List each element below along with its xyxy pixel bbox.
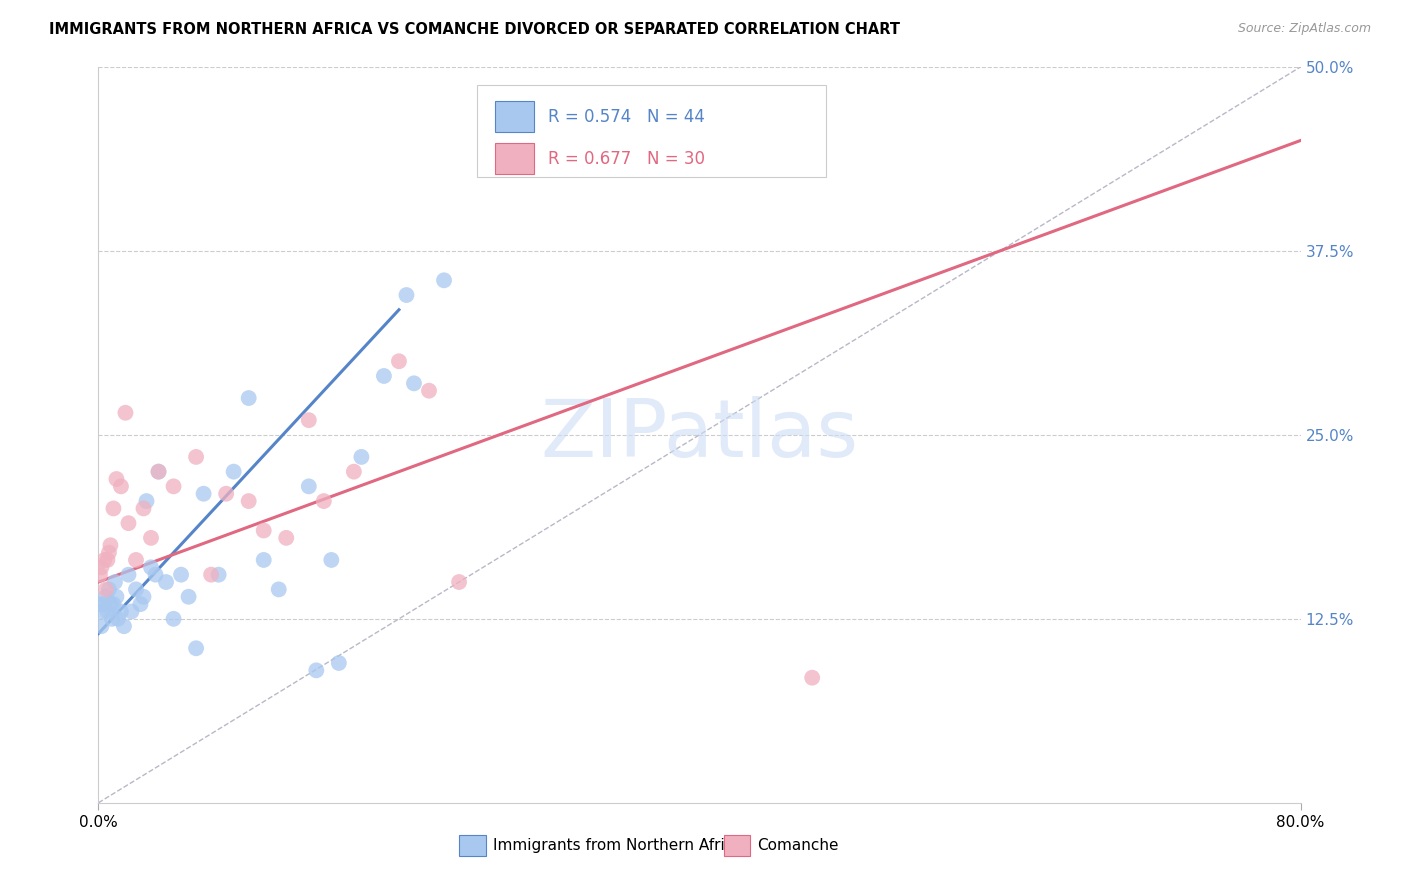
Point bbox=[148, 465, 170, 479]
Point bbox=[105, 472, 128, 486]
Point bbox=[96, 553, 118, 567]
Text: ZIPatlas: ZIPatlas bbox=[540, 396, 859, 474]
Point bbox=[90, 560, 112, 574]
Point bbox=[97, 545, 120, 560]
Point bbox=[373, 369, 395, 384]
Point bbox=[343, 465, 366, 479]
Point bbox=[305, 664, 328, 678]
Point bbox=[193, 487, 215, 501]
Text: R = 0.574   N = 44: R = 0.574 N = 44 bbox=[548, 108, 704, 126]
Point bbox=[350, 450, 373, 464]
Point bbox=[276, 531, 298, 545]
Point bbox=[121, 605, 143, 619]
Text: Immigrants from Northern Africa: Immigrants from Northern Africa bbox=[492, 838, 742, 853]
Point bbox=[89, 567, 111, 582]
Point bbox=[162, 612, 184, 626]
Point bbox=[170, 567, 193, 582]
Point bbox=[200, 567, 222, 582]
Point bbox=[312, 494, 335, 508]
Point bbox=[132, 590, 155, 604]
Point bbox=[110, 605, 132, 619]
Point bbox=[388, 354, 411, 368]
Point bbox=[328, 656, 350, 670]
Point bbox=[93, 597, 115, 611]
Point bbox=[94, 582, 117, 597]
Point bbox=[155, 574, 177, 589]
Point bbox=[267, 582, 290, 597]
Point bbox=[100, 538, 122, 552]
Point bbox=[104, 574, 127, 589]
Point bbox=[148, 465, 170, 479]
Point bbox=[90, 619, 112, 633]
Text: R = 0.677   N = 30: R = 0.677 N = 30 bbox=[548, 150, 704, 168]
Point bbox=[238, 391, 260, 405]
FancyBboxPatch shape bbox=[495, 102, 534, 132]
Point bbox=[135, 494, 157, 508]
Point bbox=[139, 560, 162, 574]
Point bbox=[418, 384, 440, 398]
Point bbox=[132, 501, 155, 516]
Point bbox=[801, 671, 824, 685]
Point bbox=[105, 590, 128, 604]
Point bbox=[253, 524, 276, 538]
Point bbox=[321, 553, 343, 567]
Point bbox=[433, 273, 456, 287]
Point bbox=[447, 574, 470, 589]
Point bbox=[96, 605, 118, 619]
Point bbox=[91, 605, 114, 619]
Point bbox=[101, 612, 124, 626]
Point bbox=[177, 590, 200, 604]
Point bbox=[117, 567, 139, 582]
Point bbox=[184, 641, 207, 656]
Point bbox=[103, 597, 125, 611]
Point bbox=[395, 288, 418, 302]
FancyBboxPatch shape bbox=[477, 86, 825, 178]
Point bbox=[129, 597, 152, 611]
Point bbox=[208, 567, 231, 582]
Point bbox=[103, 501, 125, 516]
Text: Source: ZipAtlas.com: Source: ZipAtlas.com bbox=[1237, 22, 1371, 36]
Point bbox=[117, 516, 139, 530]
Point bbox=[110, 479, 132, 493]
FancyBboxPatch shape bbox=[724, 835, 749, 855]
Point bbox=[112, 619, 135, 633]
Point bbox=[114, 406, 136, 420]
Point bbox=[215, 487, 238, 501]
FancyBboxPatch shape bbox=[458, 835, 485, 855]
Point bbox=[162, 479, 184, 493]
Point bbox=[97, 582, 120, 597]
Point bbox=[125, 553, 148, 567]
Point bbox=[94, 590, 117, 604]
Point bbox=[139, 531, 162, 545]
Point bbox=[145, 567, 167, 582]
Point bbox=[93, 553, 115, 567]
Point bbox=[100, 597, 122, 611]
Point bbox=[402, 376, 425, 391]
Point bbox=[298, 413, 321, 427]
Text: IMMIGRANTS FROM NORTHERN AFRICA VS COMANCHE DIVORCED OR SEPARATED CORRELATION CH: IMMIGRANTS FROM NORTHERN AFRICA VS COMAN… bbox=[49, 22, 900, 37]
Point bbox=[89, 597, 111, 611]
Point bbox=[253, 553, 276, 567]
Point bbox=[238, 494, 260, 508]
Point bbox=[184, 450, 207, 464]
Point bbox=[107, 612, 129, 626]
Point bbox=[222, 465, 245, 479]
Point bbox=[298, 479, 321, 493]
Text: Comanche: Comanche bbox=[758, 838, 839, 853]
FancyBboxPatch shape bbox=[495, 144, 534, 174]
Point bbox=[125, 582, 148, 597]
